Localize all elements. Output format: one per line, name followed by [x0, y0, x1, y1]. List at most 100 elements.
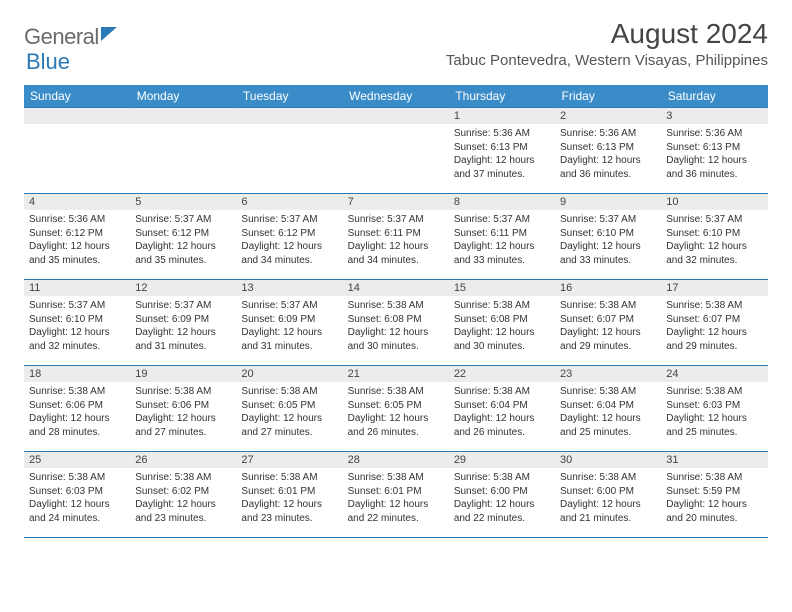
calendar-day-cell: 31Sunrise: 5:38 AMSunset: 5:59 PMDayligh… [661, 452, 767, 538]
day-line: Daylight: 12 hours [241, 412, 338, 426]
day-line: Daylight: 12 hours [560, 240, 657, 254]
day-number: 19 [130, 366, 236, 382]
day-line: Sunset: 6:07 PM [666, 313, 763, 327]
day-content [343, 124, 449, 129]
day-line: Sunrise: 5:38 AM [29, 385, 126, 399]
day-number: 9 [555, 194, 661, 210]
day-content [236, 124, 342, 129]
day-number: 22 [449, 366, 555, 382]
day-line: Sunrise: 5:37 AM [241, 299, 338, 313]
calendar-day-cell: 11Sunrise: 5:37 AMSunset: 6:10 PMDayligh… [24, 280, 130, 366]
day-content: Sunrise: 5:36 AMSunset: 6:13 PMDaylight:… [661, 124, 767, 183]
day-number [343, 108, 449, 124]
day-line: Sunset: 6:05 PM [348, 399, 445, 413]
day-content: Sunrise: 5:38 AMSunset: 6:04 PMDaylight:… [449, 382, 555, 441]
calendar-day-cell: 30Sunrise: 5:38 AMSunset: 6:00 PMDayligh… [555, 452, 661, 538]
day-line: Sunset: 6:13 PM [454, 141, 551, 155]
day-number: 24 [661, 366, 767, 382]
day-content: Sunrise: 5:37 AMSunset: 6:09 PMDaylight:… [130, 296, 236, 355]
day-line: Sunrise: 5:36 AM [454, 127, 551, 141]
day-number: 7 [343, 194, 449, 210]
day-number: 25 [24, 452, 130, 468]
day-content: Sunrise: 5:38 AMSunset: 6:01 PMDaylight:… [236, 468, 342, 527]
calendar-day-cell: 20Sunrise: 5:38 AMSunset: 6:05 PMDayligh… [236, 366, 342, 452]
day-content: Sunrise: 5:38 AMSunset: 5:59 PMDaylight:… [661, 468, 767, 527]
day-number: 16 [555, 280, 661, 296]
day-number: 18 [24, 366, 130, 382]
calendar-day-cell [24, 108, 130, 194]
day-content: Sunrise: 5:36 AMSunset: 6:13 PMDaylight:… [555, 124, 661, 183]
day-line: Daylight: 12 hours [454, 412, 551, 426]
day-line: Sunrise: 5:38 AM [560, 299, 657, 313]
day-line: and 30 minutes. [348, 340, 445, 354]
day-line: Daylight: 12 hours [666, 412, 763, 426]
day-line: Sunset: 6:13 PM [666, 141, 763, 155]
calendar-day-cell: 24Sunrise: 5:38 AMSunset: 6:03 PMDayligh… [661, 366, 767, 452]
day-line: Sunrise: 5:38 AM [241, 385, 338, 399]
day-content: Sunrise: 5:38 AMSunset: 6:03 PMDaylight:… [661, 382, 767, 441]
day-line: Sunset: 6:09 PM [135, 313, 232, 327]
calendar-day-cell: 17Sunrise: 5:38 AMSunset: 6:07 PMDayligh… [661, 280, 767, 366]
day-line: and 27 minutes. [241, 426, 338, 440]
day-number: 1 [449, 108, 555, 124]
day-line: and 26 minutes. [454, 426, 551, 440]
day-line: and 31 minutes. [241, 340, 338, 354]
title-block: August 2024 Tabuc Pontevedra, Western Vi… [446, 18, 768, 69]
weekday-header: Saturday [661, 85, 767, 108]
day-number: 11 [24, 280, 130, 296]
day-line: Sunrise: 5:38 AM [135, 385, 232, 399]
day-content: Sunrise: 5:38 AMSunset: 6:07 PMDaylight:… [661, 296, 767, 355]
day-line: Sunrise: 5:37 AM [241, 213, 338, 227]
day-line: Sunrise: 5:38 AM [454, 299, 551, 313]
day-line: and 26 minutes. [348, 426, 445, 440]
day-content: Sunrise: 5:37 AMSunset: 6:10 PMDaylight:… [24, 296, 130, 355]
day-line: Sunrise: 5:38 AM [454, 385, 551, 399]
day-line: Sunset: 6:04 PM [560, 399, 657, 413]
day-line: Sunset: 6:08 PM [454, 313, 551, 327]
calendar-day-cell [343, 108, 449, 194]
day-number: 29 [449, 452, 555, 468]
weekday-header: Tuesday [236, 85, 342, 108]
day-line: Sunrise: 5:38 AM [454, 471, 551, 485]
day-number: 27 [236, 452, 342, 468]
day-line: Daylight: 12 hours [454, 240, 551, 254]
day-line: Sunset: 6:03 PM [666, 399, 763, 413]
day-number: 6 [236, 194, 342, 210]
day-content: Sunrise: 5:38 AMSunset: 6:00 PMDaylight:… [449, 468, 555, 527]
calendar-day-cell: 23Sunrise: 5:38 AMSunset: 6:04 PMDayligh… [555, 366, 661, 452]
day-line: Sunrise: 5:38 AM [560, 471, 657, 485]
day-line: Sunset: 6:00 PM [454, 485, 551, 499]
logo-triangle-icon [101, 27, 117, 41]
day-line: and 32 minutes. [666, 254, 763, 268]
day-line: Sunrise: 5:36 AM [666, 127, 763, 141]
day-line: Daylight: 12 hours [348, 412, 445, 426]
calendar-day-cell: 12Sunrise: 5:37 AMSunset: 6:09 PMDayligh… [130, 280, 236, 366]
day-line: Sunset: 6:07 PM [560, 313, 657, 327]
day-number: 10 [661, 194, 767, 210]
day-line: and 36 minutes. [560, 168, 657, 182]
day-line: Daylight: 12 hours [135, 326, 232, 340]
day-line: Daylight: 12 hours [348, 498, 445, 512]
calendar-day-cell: 15Sunrise: 5:38 AMSunset: 6:08 PMDayligh… [449, 280, 555, 366]
day-number: 23 [555, 366, 661, 382]
day-number: 8 [449, 194, 555, 210]
day-line: and 33 minutes. [560, 254, 657, 268]
weekday-header: Thursday [449, 85, 555, 108]
day-line: Daylight: 12 hours [135, 412, 232, 426]
calendar-day-cell: 14Sunrise: 5:38 AMSunset: 6:08 PMDayligh… [343, 280, 449, 366]
day-content [24, 124, 130, 129]
weekday-header: Wednesday [343, 85, 449, 108]
calendar-day-cell [236, 108, 342, 194]
location: Tabuc Pontevedra, Western Visayas, Phili… [446, 52, 768, 69]
day-line: Daylight: 12 hours [666, 240, 763, 254]
day-content: Sunrise: 5:37 AMSunset: 6:11 PMDaylight:… [343, 210, 449, 269]
day-line: Sunrise: 5:37 AM [29, 299, 126, 313]
calendar-day-cell: 4Sunrise: 5:36 AMSunset: 6:12 PMDaylight… [24, 194, 130, 280]
day-content: Sunrise: 5:37 AMSunset: 6:12 PMDaylight:… [130, 210, 236, 269]
day-line: and 34 minutes. [348, 254, 445, 268]
day-number: 5 [130, 194, 236, 210]
day-line: Daylight: 12 hours [29, 498, 126, 512]
day-line: Daylight: 12 hours [241, 240, 338, 254]
day-line: Daylight: 12 hours [135, 240, 232, 254]
day-line: Sunrise: 5:38 AM [666, 471, 763, 485]
